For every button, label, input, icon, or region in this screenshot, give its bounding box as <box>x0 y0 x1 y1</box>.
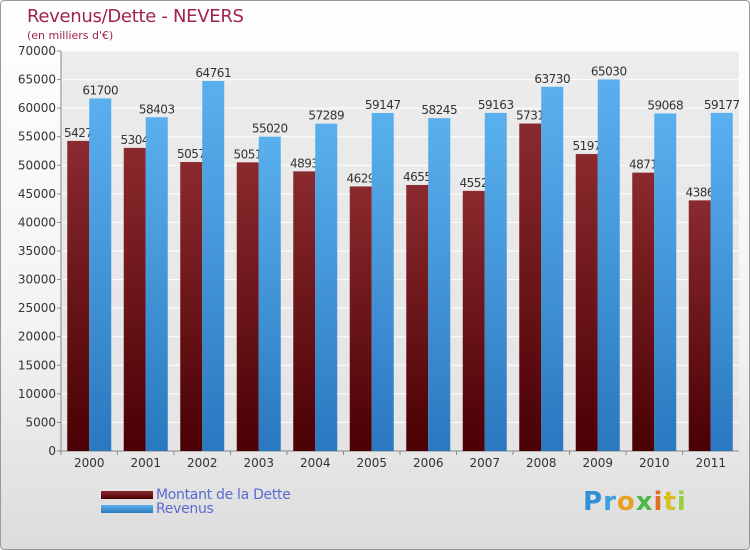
logo-letter: x <box>635 487 654 517</box>
data-label-debt: 4655 <box>403 170 432 184</box>
bar-revenue <box>541 86 564 451</box>
bar-revenue <box>145 117 168 452</box>
y-tick-label: 0 <box>48 444 56 458</box>
x-tick-label: 2005 <box>356 456 387 470</box>
bar-revenue <box>428 118 451 452</box>
data-label-debt: 5057 <box>177 147 206 161</box>
logo-letter: o <box>616 487 636 517</box>
data-label-revenue: 61700 <box>82 83 118 97</box>
y-tick-label: 25000 <box>18 301 56 315</box>
x-tick-label: 2000 <box>74 456 105 470</box>
y-tick-label: 15000 <box>18 358 56 372</box>
chart-title: Revenus/Dette - NEVERS <box>27 6 244 27</box>
bar-debt <box>406 184 429 451</box>
bar-debt <box>462 190 485 451</box>
bar-debt <box>180 162 203 451</box>
data-label-debt: 5051 <box>233 147 262 161</box>
data-label-debt: 4893 <box>290 156 319 170</box>
bar-debt <box>236 162 259 451</box>
y-tick-label: 10000 <box>18 387 56 401</box>
x-tick-label: 2009 <box>582 456 613 470</box>
chart-subtitle: (en milliers d'€) <box>27 29 114 42</box>
y-tick-label: 40000 <box>18 215 56 229</box>
bar-debt <box>688 200 711 451</box>
legend-label-debt: Montant de la Dette <box>156 487 291 503</box>
data-label-debt: 4629 <box>346 171 375 185</box>
x-tick-label: 2003 <box>243 456 274 470</box>
x-tick-label: 2002 <box>187 456 218 470</box>
x-tick-label: 2006 <box>413 456 444 470</box>
proxiti-logo: Proxiti <box>583 487 687 517</box>
data-label-revenue: 59147 <box>365 98 401 112</box>
data-label-revenue: 63730 <box>534 72 570 86</box>
data-label-debt: 5427 <box>64 126 93 140</box>
bar-revenue <box>597 79 620 452</box>
bar-debt <box>632 172 655 451</box>
data-label-debt: 5197 <box>572 139 601 153</box>
bar-debt <box>123 147 146 452</box>
legend-label-revenue: Revenus <box>156 501 214 517</box>
bar-debt <box>519 123 542 451</box>
legend-swatch-debt <box>101 491 153 499</box>
y-tick-label: 20000 <box>18 330 56 344</box>
bar-debt <box>349 186 372 451</box>
bar-revenue <box>484 112 507 451</box>
bar-revenue <box>371 113 394 451</box>
y-tick-label: 45000 <box>18 187 56 201</box>
x-tick-label: 2004 <box>300 456 331 470</box>
logo-letter: r <box>603 487 617 517</box>
data-label-revenue: 65030 <box>591 64 627 78</box>
data-label-revenue: 57289 <box>308 109 344 123</box>
data-label-revenue: 58403 <box>139 102 175 116</box>
data-label-debt: 4552 <box>459 176 488 190</box>
logo-letter: P <box>583 487 604 517</box>
x-tick-label: 2008 <box>526 456 557 470</box>
y-tick-label: 55000 <box>18 130 56 144</box>
data-label-revenue: 59163 <box>478 98 514 112</box>
bar-revenue <box>654 113 677 452</box>
data-label-debt: 5304 <box>120 133 149 147</box>
y-tick-label: 70000 <box>18 44 56 58</box>
y-tick-label: 50000 <box>18 158 56 172</box>
data-label-revenue: 58245 <box>421 103 457 117</box>
y-tick-label: 30000 <box>18 273 56 287</box>
logo-letter: i <box>676 487 687 517</box>
y-tick-label: 5000 <box>25 415 56 429</box>
bar-revenue <box>710 112 733 452</box>
data-label-debt: 5731 <box>516 109 545 123</box>
x-tick-label: 2007 <box>469 456 500 470</box>
y-tick-label: 60000 <box>18 101 56 115</box>
data-label-revenue: 64761 <box>195 66 231 80</box>
bar-debt <box>67 140 90 451</box>
logo-letter: t <box>663 487 677 517</box>
x-tick-label: 2001 <box>130 456 161 470</box>
bar-revenue <box>89 98 112 451</box>
data-label-debt: 4386 <box>685 185 714 199</box>
data-label-debt: 4871 <box>629 158 658 172</box>
bar-revenue <box>202 80 225 452</box>
data-label-revenue: 55020 <box>252 122 288 136</box>
bar-debt <box>575 154 598 451</box>
x-tick-label: 2010 <box>639 456 670 470</box>
y-tick-label: 35000 <box>18 244 56 258</box>
bar-revenue <box>315 123 338 452</box>
x-tick-label: 2011 <box>695 456 726 470</box>
data-label-revenue: 59177 <box>704 98 740 112</box>
y-tick-label: 65000 <box>18 73 56 87</box>
legend-swatch-revenue <box>101 505 153 513</box>
bar-debt <box>293 171 316 451</box>
logo-letter: i <box>653 487 664 517</box>
bar-revenue <box>258 136 281 451</box>
data-label-revenue: 59068 <box>647 98 683 112</box>
